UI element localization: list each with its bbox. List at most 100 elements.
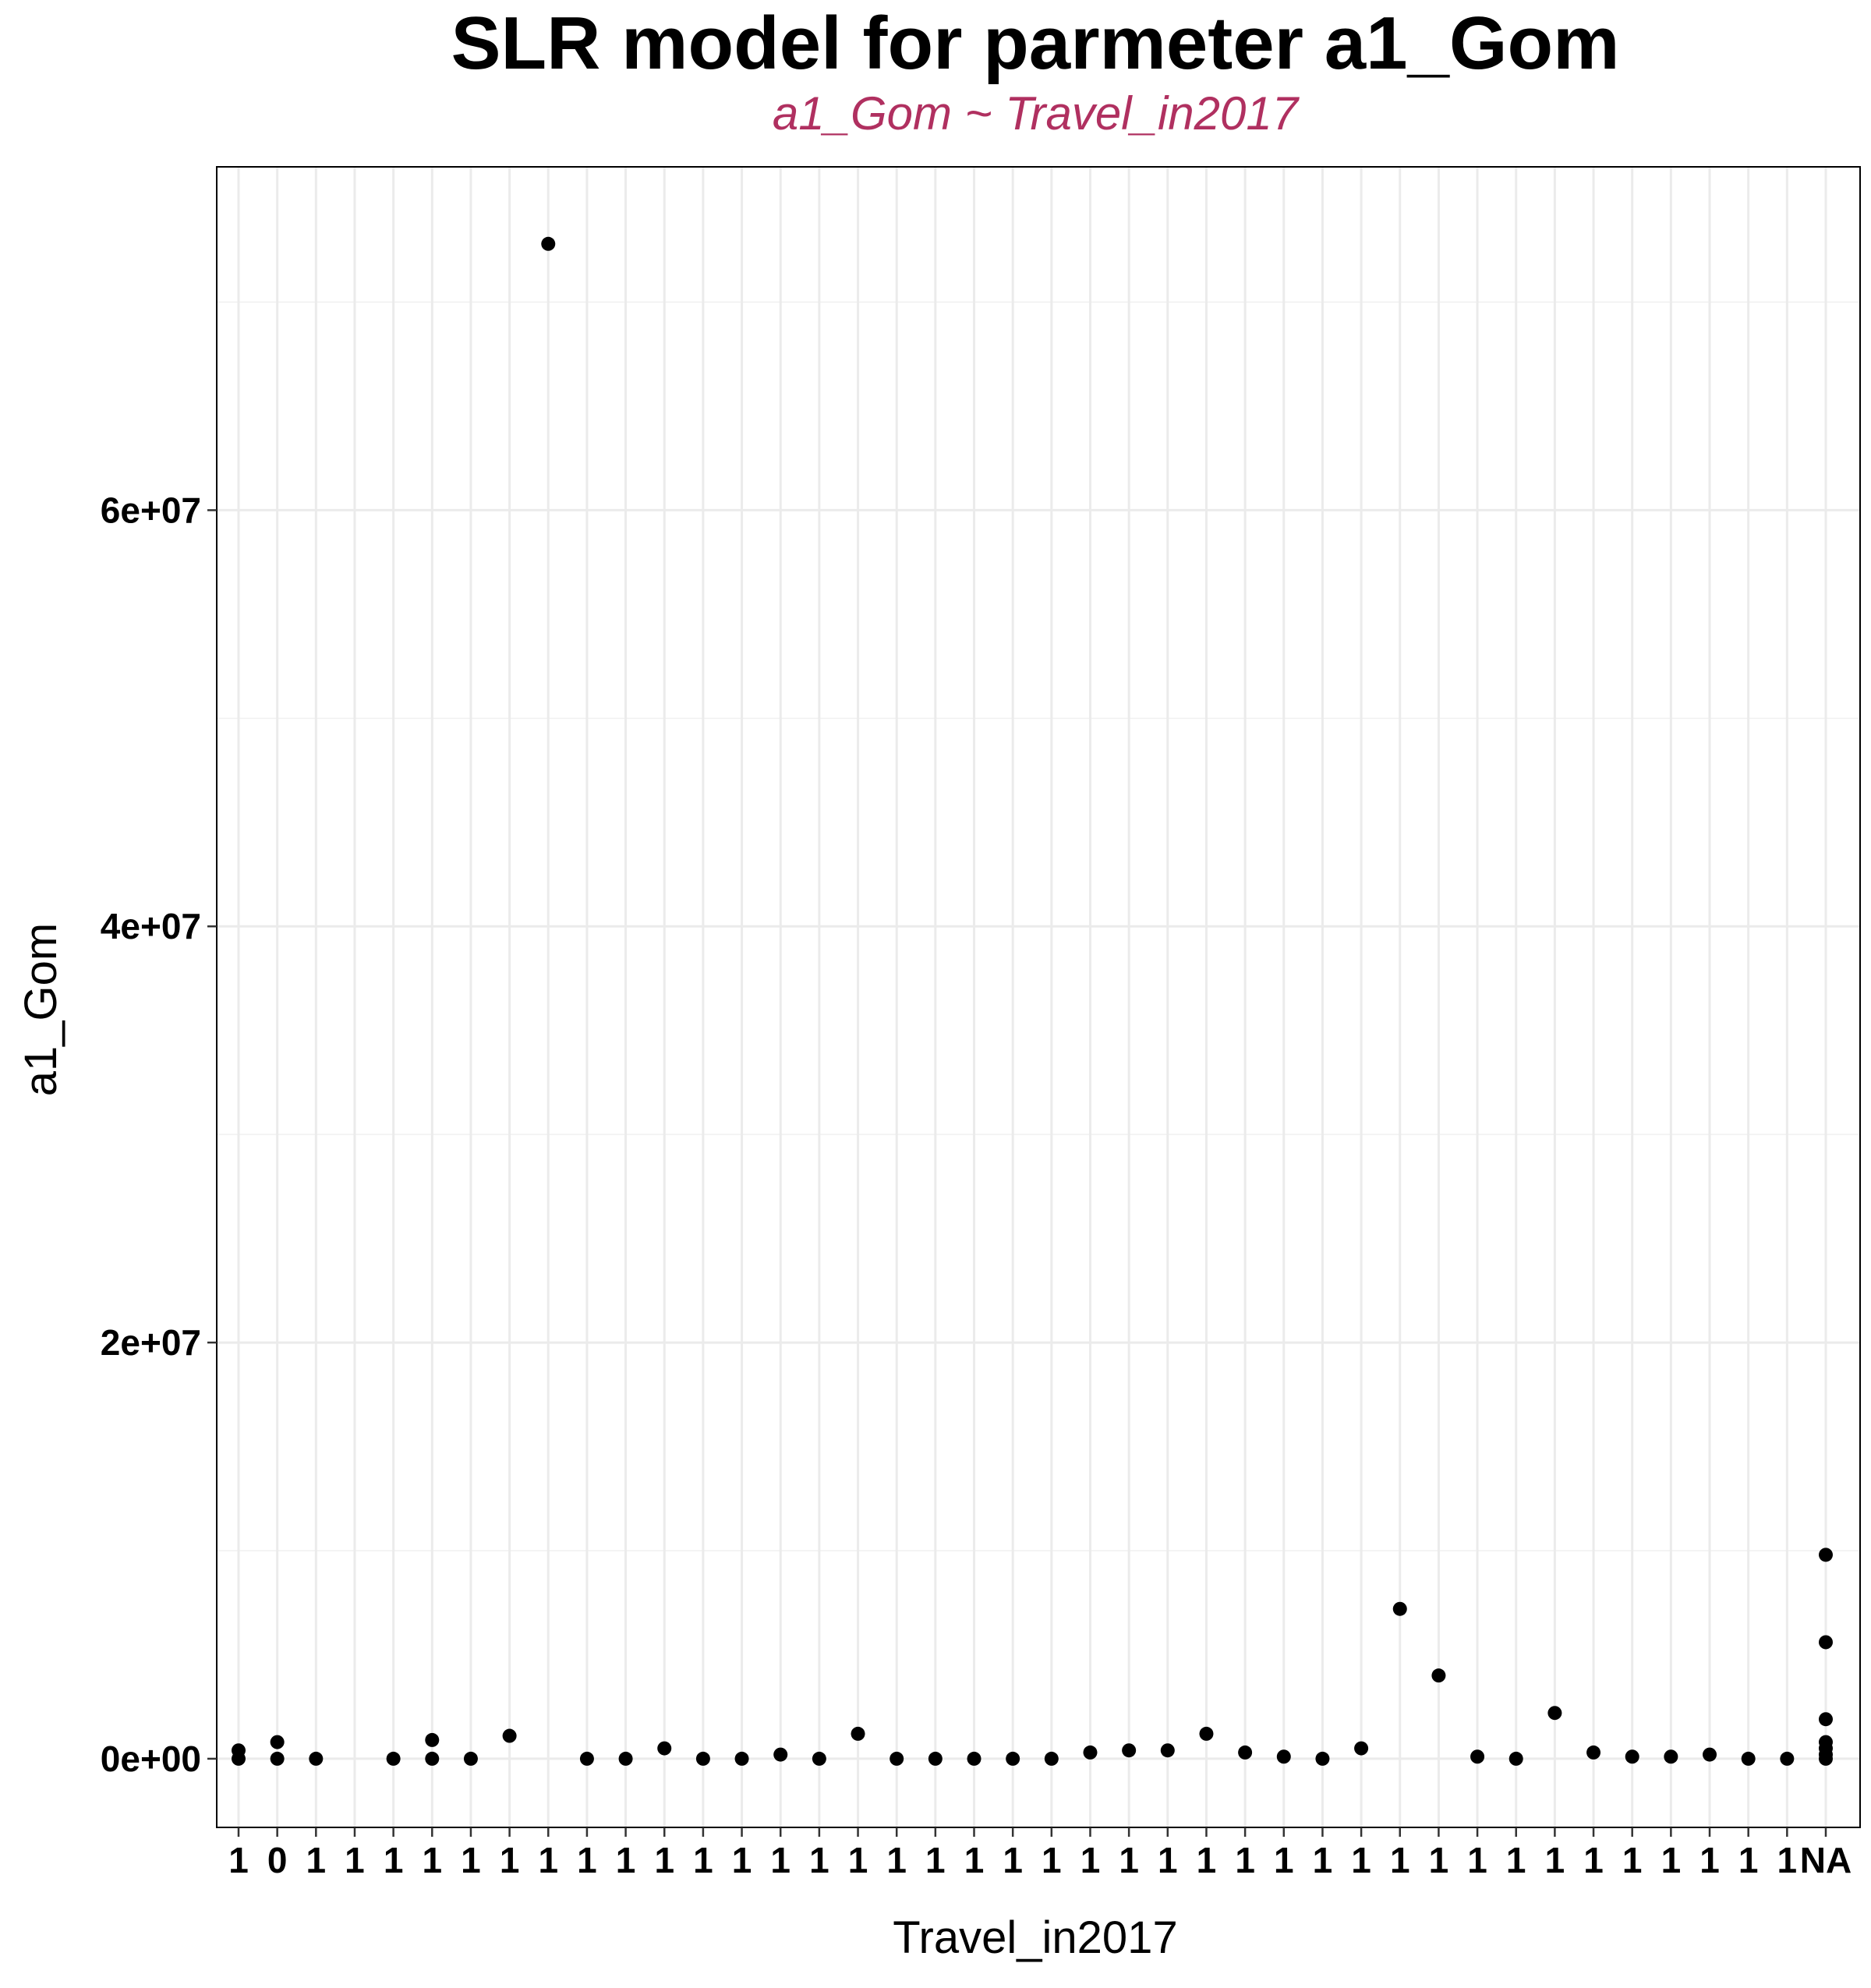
data-point [1819, 1548, 1833, 1562]
data-point [1044, 1751, 1059, 1766]
x-tick-label: 1 [1274, 1840, 1294, 1880]
x-tick-label: 1 [1119, 1840, 1139, 1880]
data-point [1431, 1668, 1446, 1683]
data-point [618, 1751, 633, 1766]
x-tick-label: 1 [461, 1840, 481, 1880]
data-point [1392, 1601, 1407, 1616]
x-tick-label: 1 [1661, 1840, 1682, 1880]
data-point [1315, 1751, 1330, 1766]
x-tick-label: 1 [1351, 1840, 1371, 1880]
x-tick-label: 1 [1197, 1840, 1217, 1880]
data-point [695, 1751, 710, 1766]
y-tick-label: 0e+00 [101, 1739, 201, 1779]
x-tick-label: 1 [500, 1840, 520, 1880]
x-tick-label: 1 [1313, 1840, 1333, 1880]
x-tick-label: 1 [1003, 1840, 1023, 1880]
data-point [1664, 1749, 1678, 1764]
x-tick-label: 1 [306, 1840, 327, 1880]
x-tick-label: 1 [848, 1840, 868, 1880]
x-tick-label: 1 [886, 1840, 907, 1880]
x-tick-label: 1 [654, 1840, 674, 1880]
data-point [579, 1751, 594, 1766]
x-tick-label: 1 [809, 1840, 829, 1880]
data-point [1470, 1749, 1485, 1764]
data-point [1819, 1712, 1833, 1727]
grid [217, 167, 1860, 1827]
data-point [1703, 1747, 1717, 1762]
x-tick-label: 1 [693, 1840, 713, 1880]
data-point [1083, 1745, 1098, 1760]
chart-title: SLR model for parmeter a1_Gom [451, 2, 1619, 85]
x-tick-label: 1 [1042, 1840, 1062, 1880]
data-point [270, 1751, 285, 1766]
data-point [1780, 1751, 1795, 1766]
y-tick-label: 2e+07 [101, 1322, 201, 1363]
data-point [890, 1751, 904, 1766]
y-axis: 0e+00 2e+07 4e+07 6e+07 [101, 490, 217, 1779]
data-point [309, 1751, 324, 1766]
x-tick-label: 1 [1429, 1840, 1449, 1880]
data-point [463, 1751, 478, 1766]
y-tick-label: 6e+07 [101, 490, 201, 530]
data-point [851, 1726, 865, 1741]
x-tick-label: 1 [1467, 1840, 1487, 1880]
x-tick-label: 1 [1777, 1840, 1798, 1880]
data-point [967, 1751, 981, 1766]
y-axis-title: a1_Gom [16, 923, 66, 1096]
y-tick-label: 4e+07 [101, 906, 201, 946]
data-points [232, 236, 1833, 1766]
x-tick-label: 1 [538, 1840, 558, 1880]
data-point [1006, 1751, 1020, 1766]
data-point [502, 1728, 517, 1743]
x-tick-label: 1 [1390, 1840, 1410, 1880]
data-point [657, 1741, 672, 1756]
data-point [1586, 1745, 1601, 1760]
x-tick-label: 1 [770, 1840, 790, 1880]
data-point [1199, 1726, 1214, 1741]
x-tick-label: 1 [422, 1840, 442, 1880]
chart-subtitle: a1_Gom ~ Travel_in2017 [773, 87, 1300, 140]
plot-panel [216, 166, 1861, 1828]
data-point [270, 1735, 285, 1749]
x-tick-label: 1 [384, 1840, 404, 1880]
data-point [812, 1751, 826, 1766]
data-point [1508, 1751, 1523, 1766]
data-point [541, 236, 556, 251]
data-point [425, 1751, 440, 1766]
data-point [1547, 1706, 1562, 1721]
x-tick-label: 1 [964, 1840, 985, 1880]
x-tick-label: 1 [1158, 1840, 1178, 1880]
data-point [773, 1747, 788, 1762]
x-axis-title: Travel_in2017 [893, 1912, 1177, 1963]
data-point [232, 1751, 246, 1766]
data-point [1238, 1745, 1253, 1760]
x-tick-label: 1 [1081, 1840, 1101, 1880]
x-tick-label: 1 [1622, 1840, 1643, 1880]
x-tick-label: 1 [228, 1840, 249, 1880]
data-point [928, 1751, 943, 1766]
x-tick-label: 1 [1235, 1840, 1255, 1880]
x-tick-label: NA [1800, 1840, 1852, 1880]
x-tick-label: 1 [925, 1840, 946, 1880]
plot-background [217, 167, 1860, 1827]
x-tick-label: 1 [1506, 1840, 1526, 1880]
x-tick-label: 0 [267, 1840, 288, 1880]
data-point [1819, 1751, 1833, 1766]
x-tick-label: 1 [577, 1840, 597, 1880]
data-point [1122, 1743, 1137, 1758]
x-tick-label: 1 [1699, 1840, 1720, 1880]
x-tick-label: 1 [1738, 1840, 1759, 1880]
data-point [734, 1751, 749, 1766]
x-tick-label: 1 [1545, 1840, 1565, 1880]
x-tick-label: 1 [1583, 1840, 1604, 1880]
x-tick-label: 1 [732, 1840, 752, 1880]
data-point [1354, 1741, 1369, 1756]
data-point [1819, 1635, 1833, 1650]
data-point [1741, 1751, 1756, 1766]
data-point [1625, 1749, 1639, 1764]
x-tick-label: 1 [616, 1840, 636, 1880]
data-point [425, 1732, 440, 1747]
data-point [386, 1751, 401, 1766]
